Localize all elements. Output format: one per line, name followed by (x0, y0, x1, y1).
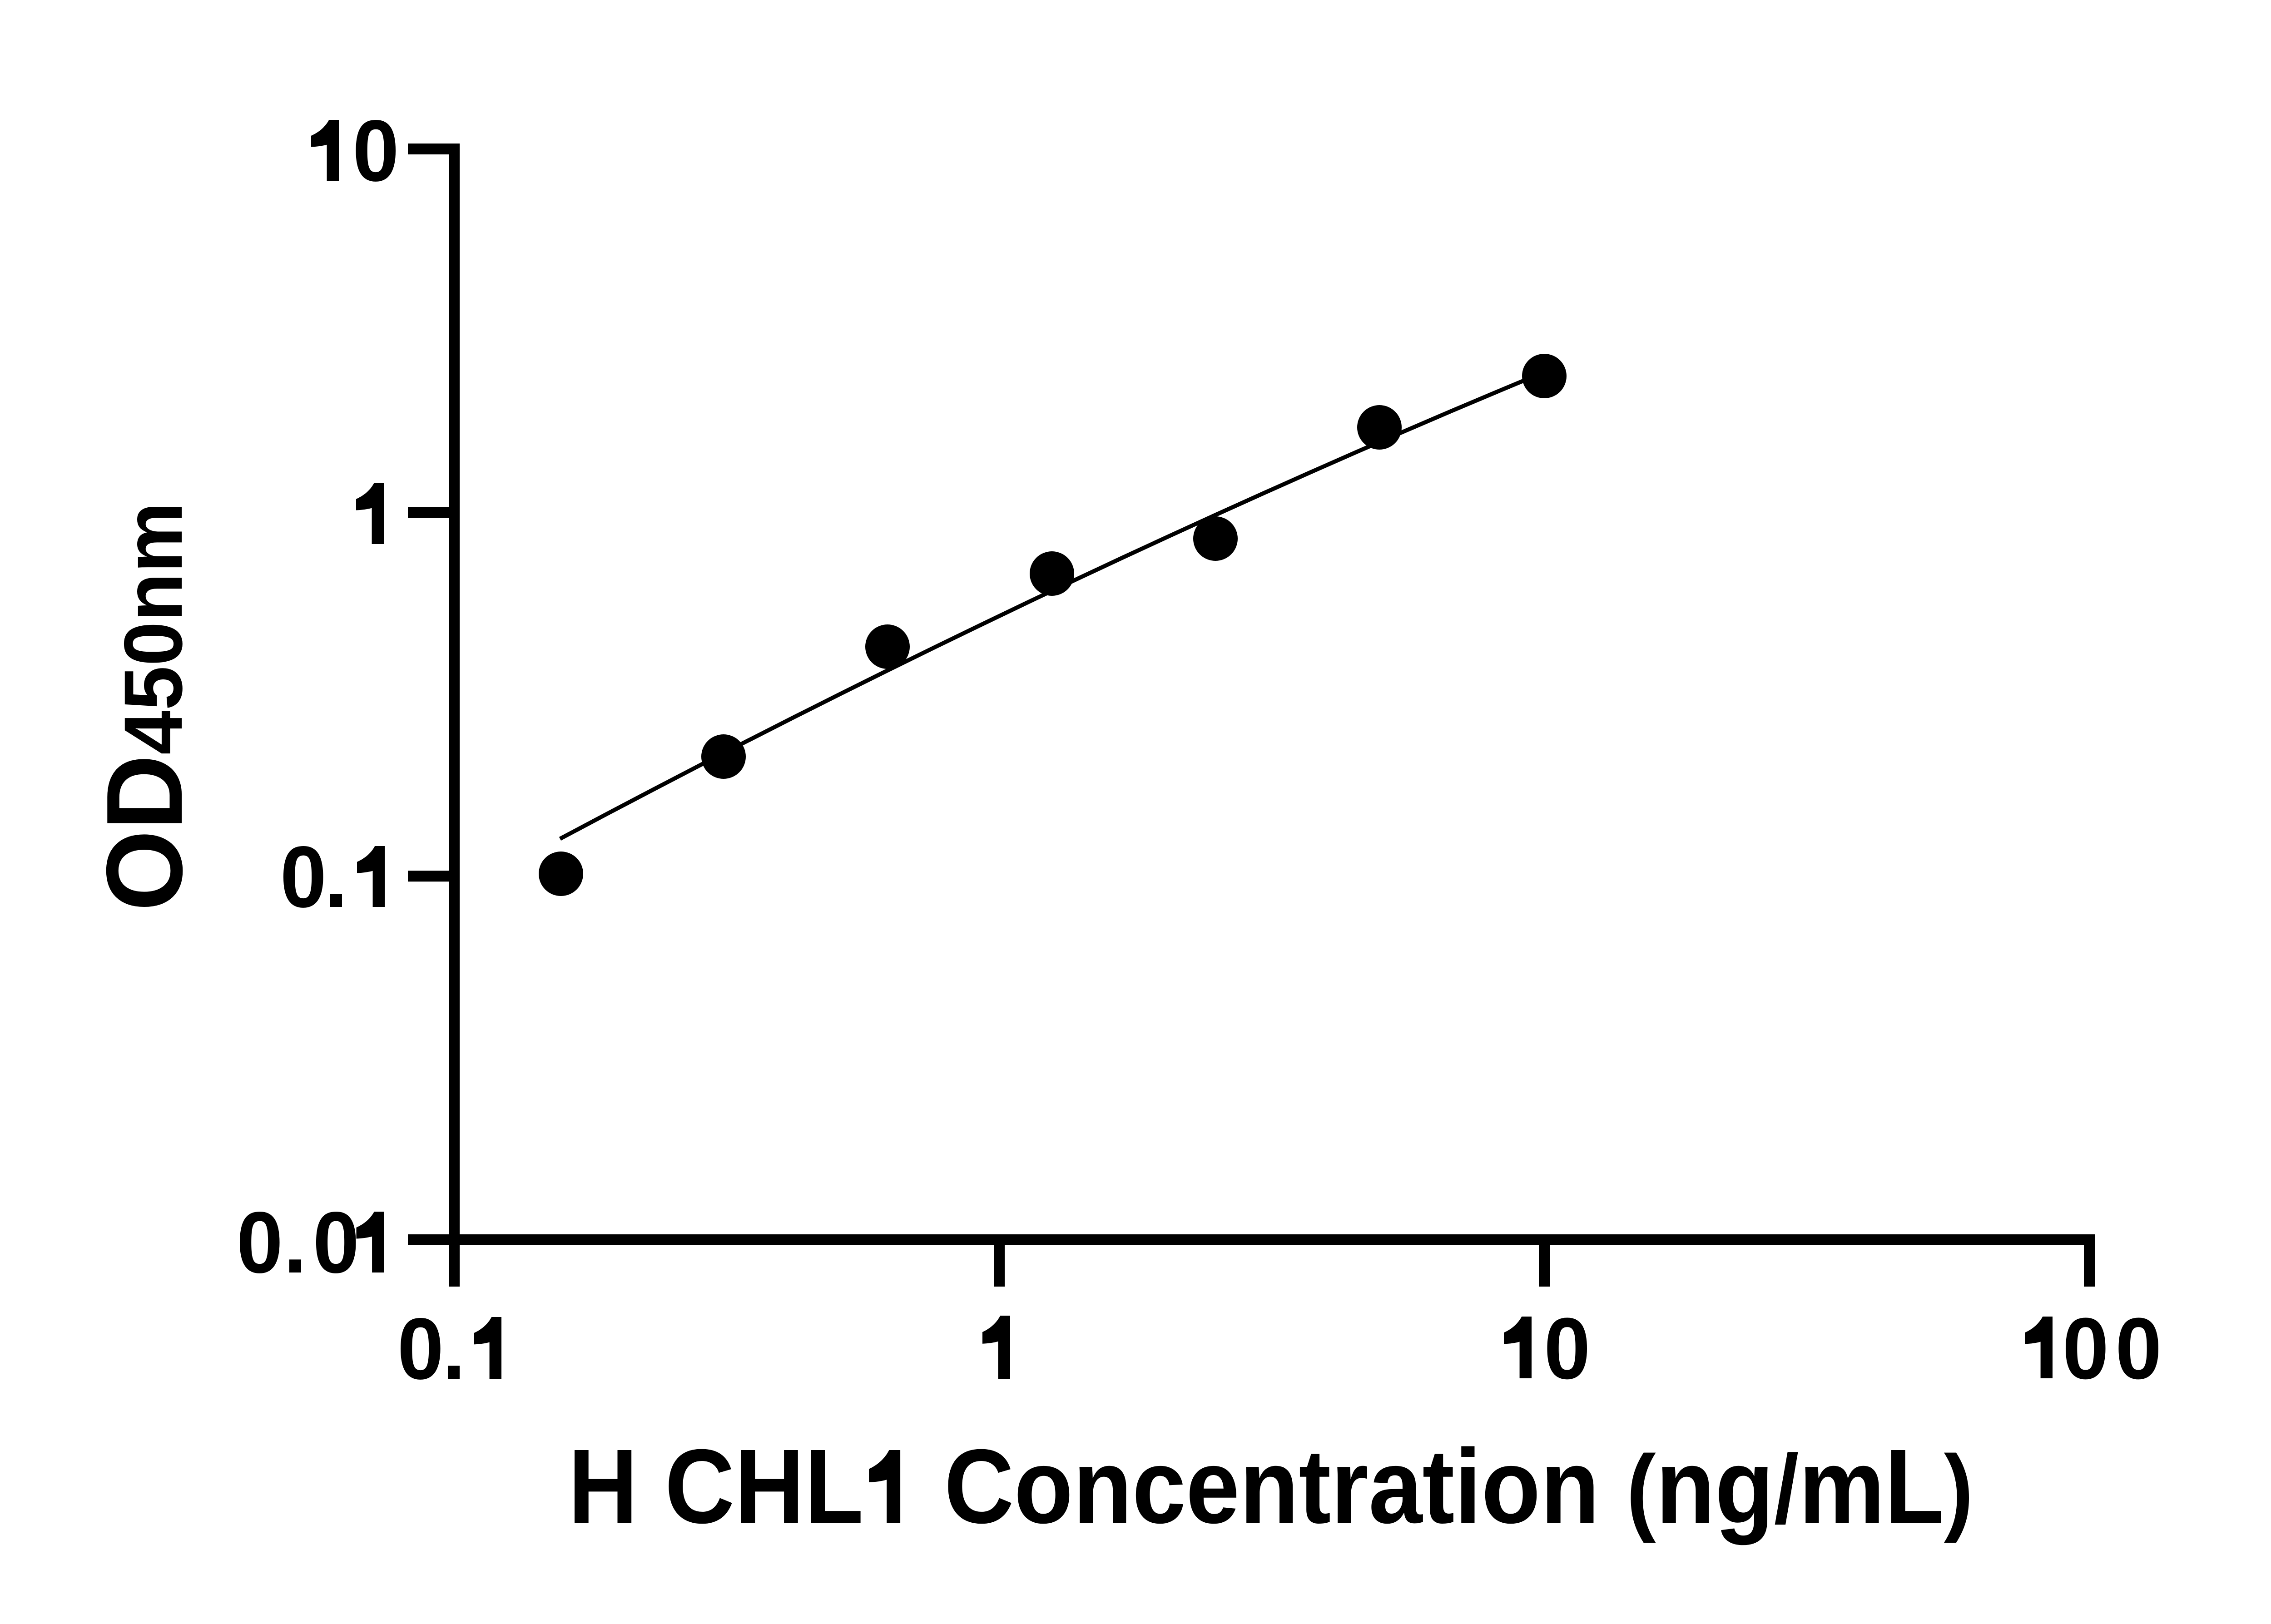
svg-text:Concentration (ng/mL): Concentration (ng/mL) (944, 1427, 1973, 1545)
svg-text:0: 0 (397, 1300, 444, 1397)
svg-text:.: . (325, 828, 348, 925)
svg-text:0: 0 (2115, 1300, 2162, 1397)
svg-text:0: 0 (1544, 1300, 1590, 1397)
svg-text:0: 0 (280, 828, 327, 925)
svg-text:0: 0 (313, 1193, 359, 1291)
svg-text:0: 0 (2063, 1300, 2109, 1397)
svg-text:0: 0 (237, 1193, 283, 1291)
svg-text:.: . (284, 1193, 307, 1291)
svg-text:H CHL: H CHL (568, 1427, 863, 1545)
svg-text:.: . (442, 1300, 466, 1397)
svg-text:0: 0 (352, 102, 399, 199)
